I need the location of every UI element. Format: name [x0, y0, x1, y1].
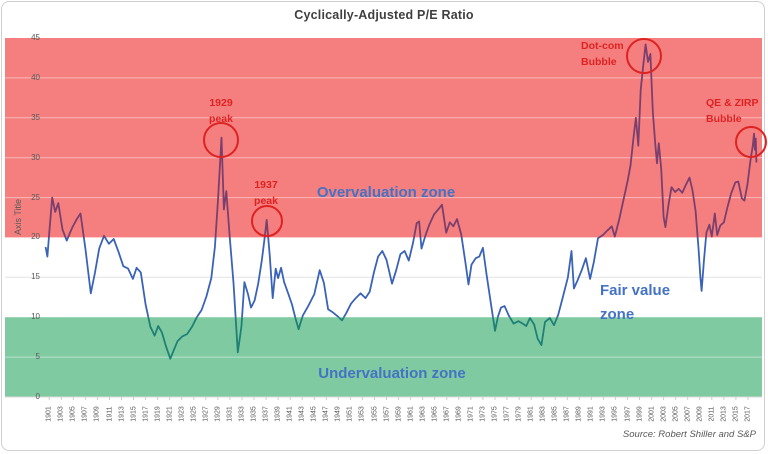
x-tick-label: 1999	[636, 406, 643, 422]
x-tick-label: 2007	[684, 406, 692, 422]
x-tick-label: 1953	[358, 406, 366, 422]
x-tick-label: 1931	[226, 406, 234, 422]
overvaluation-zone-label: Overvaluation zone	[316, 184, 456, 201]
x-tick-label: 1943	[298, 406, 306, 422]
x-tick-label: 1917	[142, 406, 150, 422]
overvaluation-band	[5, 38, 762, 238]
x-tick-label: 2003	[660, 406, 668, 422]
x-tick-label: 1927	[202, 406, 210, 422]
y-tick-label: 30	[31, 152, 40, 162]
x-tick-label: 1987	[563, 406, 571, 422]
x-tick-label: 1979	[515, 406, 523, 422]
x-tick-label: 1911	[106, 406, 113, 422]
x-tick-label: 1901	[45, 406, 53, 422]
x-tick-label: 1989	[575, 406, 583, 422]
x-tick-label: 1907	[81, 406, 89, 422]
dotcom-bubble-circle	[626, 38, 662, 74]
x-tick-label: 2005	[672, 406, 680, 422]
x-tick-label: 1937	[262, 406, 270, 422]
x-tick-label: 1995	[611, 406, 619, 422]
x-tick-label: 1909	[93, 406, 101, 422]
y-tick-label: 20	[31, 232, 40, 242]
annotation-qe-zirp-bubble: QE & ZIRP Bubble	[706, 97, 759, 125]
y-tick-label: 15	[31, 272, 40, 282]
x-tick-label: 2015	[732, 406, 740, 422]
x-tick-label: 1925	[190, 406, 198, 422]
x-tick-label: 1947	[322, 406, 330, 422]
x-tick-label: 1903	[57, 406, 65, 422]
x-tick-label: 1965	[431, 406, 439, 422]
x-tick-label: 1951	[346, 406, 354, 422]
x-tick-label: 1977	[503, 406, 511, 422]
x-tick-label: 1981	[527, 406, 535, 422]
x-tick-label: 1997	[624, 406, 631, 422]
annotation-1937-peak: 1937 peak	[254, 179, 278, 207]
x-tick-label: 1971	[467, 406, 475, 422]
source-note: Source: Robert Shiller and S&P	[622, 429, 756, 440]
y-tick-label: 40	[31, 72, 40, 82]
x-tick-label: 1983	[539, 406, 547, 422]
x-tick-label: 1975	[491, 406, 499, 422]
x-tick-label: 2001	[648, 406, 656, 422]
cape-line	[147, 317, 559, 360]
x-tick-label: 1941	[286, 406, 294, 422]
x-tick-label: 1991	[587, 406, 595, 422]
undervaluation-band	[5, 317, 762, 397]
x-tick-label: 1919	[154, 406, 162, 422]
x-tick-label: 2017	[744, 406, 752, 422]
x-tick-label: 2011	[708, 406, 716, 422]
y-axis-title: Axis Title	[13, 198, 23, 236]
x-tick-label: 1949	[334, 406, 342, 422]
x-tick-label: 1973	[479, 406, 487, 422]
x-tick-label: 1921	[166, 406, 174, 422]
qe-zirp-bubble-circle	[735, 126, 767, 158]
y-tick-label: 10	[31, 312, 40, 322]
x-tick-label: 1913	[118, 406, 125, 422]
x-tick-label: 1929	[214, 406, 222, 422]
x-tick-label: 1985	[551, 406, 559, 422]
x-tick-label: 1959	[395, 406, 403, 422]
x-tick-label: 1993	[599, 406, 607, 422]
x-tick-label: 1955	[371, 406, 378, 422]
x-tick-label: 1957	[383, 406, 390, 422]
x-tick-label: 2013	[720, 406, 728, 422]
y-tick-label: 35	[31, 112, 40, 122]
x-tick-label: 1915	[130, 406, 137, 422]
x-tick-label: 1905	[69, 406, 77, 422]
fair-value-zone-label: Fair value zone	[600, 282, 671, 323]
undervaluation-zone-label: Undervaluation zone	[318, 365, 466, 382]
x-tick-label: 1935	[250, 406, 258, 422]
x-tick-label: 1923	[178, 406, 186, 422]
y-tick-label: 0	[35, 392, 40, 401]
cape-line	[47, 43, 758, 238]
x-tick-label: 1967	[443, 406, 451, 422]
y-tick-label: 45	[31, 33, 40, 42]
x-tick-label: 1963	[419, 406, 427, 422]
y-tick-label: 5	[35, 352, 40, 362]
x-tick-label: 2009	[696, 406, 704, 422]
peak-1929-circle	[203, 122, 239, 158]
x-tick-label: 1961	[407, 406, 415, 422]
annotation-dotcom-bubble: Dot-com Bubble	[581, 40, 624, 68]
x-tick-label: 1933	[238, 406, 246, 422]
x-tick-label: 1939	[274, 406, 282, 422]
peak-1937-circle	[251, 205, 283, 237]
y-tick-label: 25	[31, 192, 40, 202]
annotation-1929-peak: 1929 peak	[209, 97, 233, 125]
chart-title: Cyclically-Adjusted P/E Ratio	[294, 8, 474, 22]
x-tick-label: 1969	[455, 406, 463, 422]
x-tick-label: 1945	[310, 406, 318, 422]
